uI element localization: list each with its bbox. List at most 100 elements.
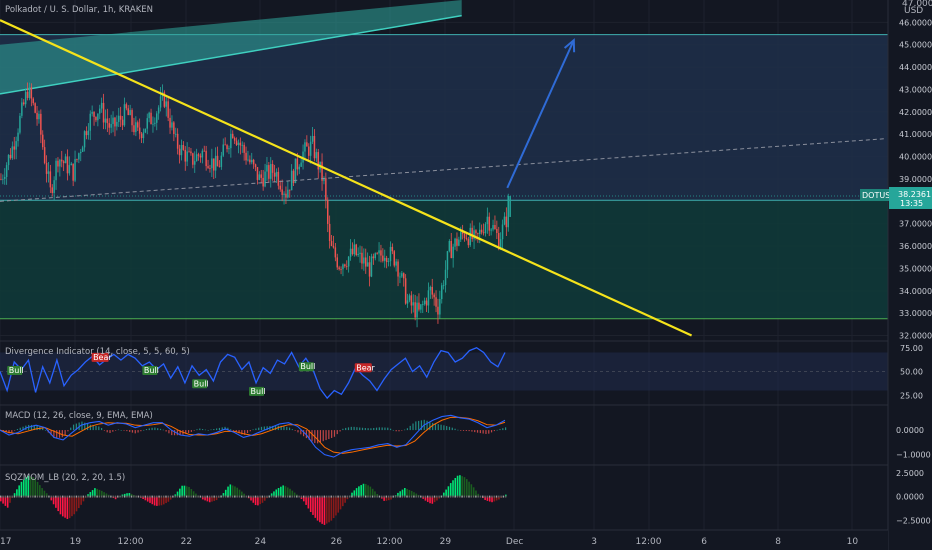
sqz-bar-3 — [6, 496, 9, 508]
sqz-dot-77 — [176, 495, 179, 498]
macd-hist-148 — [415, 421, 417, 431]
sqz-dot-76 — [174, 495, 176, 498]
candle-body-90 — [171, 122, 173, 128]
candle-body-219 — [416, 302, 418, 318]
candle-body-88 — [167, 101, 169, 118]
candle-body-105 — [199, 155, 202, 158]
sqz-dot-2 — [4, 495, 6, 498]
candle-body-40 — [76, 159, 78, 160]
sqz-dot-39 — [89, 495, 91, 498]
candle-body-124 — [235, 140, 238, 145]
sqz-dot-13 — [29, 495, 32, 498]
macd-hist-77 — [216, 428, 218, 431]
candle-body-122 — [232, 133, 234, 139]
macd-hist-150 — [420, 420, 423, 431]
sqz-dot-71 — [162, 495, 165, 498]
sqz-bar-79 — [181, 485, 183, 497]
macd-hist-93 — [260, 426, 263, 431]
macd-hist-98 — [274, 425, 277, 431]
sqz-dot-186 — [426, 495, 429, 498]
macd-hist-166 — [465, 430, 467, 431]
sqz-dot-200 — [459, 495, 461, 498]
macd-hist-117 — [328, 430, 330, 440]
macd-hist-97 — [272, 425, 274, 431]
candle-body-216 — [410, 295, 413, 306]
candle-body-7 — [13, 146, 15, 150]
macd-hist-6 — [16, 429, 19, 431]
sqz-dot-146 — [335, 495, 337, 498]
sqz-dot-188 — [431, 495, 433, 498]
candle-body-33 — [62, 161, 65, 164]
time-ticks: 17 19 12:00 22 24 26 12:00 29 Dec 3 12:00 6 8 10 — [0, 537, 858, 547]
sqz-dot-16 — [36, 495, 39, 498]
candle-body-137 — [260, 174, 262, 178]
candle-body-22 — [42, 134, 44, 148]
macd-hist-81 — [227, 427, 229, 431]
candle-body-119 — [226, 145, 228, 150]
sqz-dot-8 — [18, 495, 20, 498]
candle-body-65 — [123, 104, 126, 126]
sqz-bar-1 — [2, 496, 4, 504]
sqz-bar-149 — [342, 496, 344, 507]
sqz-bar-64 — [146, 496, 149, 502]
sqz-dot-5 — [11, 495, 13, 498]
candle-body-171 — [325, 178, 327, 201]
macd-hist-127 — [356, 427, 358, 431]
symbol-badge — [860, 189, 889, 201]
sqz-dot-218 — [500, 495, 502, 498]
candle-body-160 — [304, 142, 306, 152]
axis-currency: USD — [904, 6, 923, 16]
candle-body-4 — [7, 154, 10, 166]
current-price-label[interactable]: DOTUSD 38.2361 13:35 — [860, 187, 932, 209]
macd-hist-71 — [199, 428, 201, 431]
candle-body-39 — [74, 159, 76, 181]
sqz-dot-98 — [224, 495, 227, 498]
macd-hist-122 — [342, 428, 344, 431]
sqz-dot-92 — [211, 495, 213, 498]
sqz-bar-24 — [55, 496, 57, 508]
sqz-dot-73 — [167, 495, 169, 498]
bull-label-4: Bull — [300, 362, 315, 371]
sqz-bar-73 — [167, 496, 170, 502]
sqz-dot-21 — [48, 495, 50, 498]
candle-body-57 — [108, 123, 110, 128]
sqz-dot-27 — [61, 495, 64, 498]
time-axis-panel[interactable] — [0, 530, 888, 550]
candle-body-138 — [262, 177, 264, 187]
candle-body-114 — [216, 155, 219, 167]
candle-body-142 — [270, 164, 272, 179]
sqz-dot-54 — [123, 495, 126, 498]
sqz-dot-179 — [410, 495, 413, 498]
sqz-bar-85 — [195, 493, 197, 497]
sqz-bar-90 — [206, 496, 209, 502]
macd-hist-69 — [193, 430, 195, 431]
candle-body-231 — [439, 299, 441, 315]
sqz-dot-50 — [114, 495, 117, 498]
candle-body-235 — [446, 251, 449, 270]
candle-body-159 — [302, 151, 304, 163]
sqz-dot-159 — [364, 495, 367, 498]
macd-hist-51 — [143, 429, 145, 431]
sqz-bar-126 — [289, 488, 291, 497]
sqz-bar-14 — [32, 477, 34, 497]
candle-body-111 — [211, 158, 213, 169]
candle-body-128 — [243, 144, 245, 153]
sqz-bar-71 — [162, 496, 165, 505]
sqzmom-pane — [0, 475, 507, 525]
macd-hist-111 — [311, 430, 313, 442]
sqz-dot-185 — [424, 495, 427, 498]
macd-hist-43 — [120, 430, 122, 431]
sqz-bar-202 — [463, 477, 466, 497]
candle-body-197 — [374, 253, 376, 259]
sqz-dot-128 — [293, 495, 296, 498]
sqz-bar-217 — [498, 496, 500, 500]
sqz-dot-47 — [107, 495, 110, 498]
sqz-bar-180 — [413, 492, 415, 497]
sqz-bar-35 — [80, 496, 82, 505]
sqz-bar-166 — [381, 496, 383, 499]
price-axis-panel[interactable] — [888, 0, 932, 530]
zones — [0, 0, 888, 320]
sqz-dot-165 — [378, 495, 381, 498]
sqz-dot-67 — [153, 495, 156, 498]
